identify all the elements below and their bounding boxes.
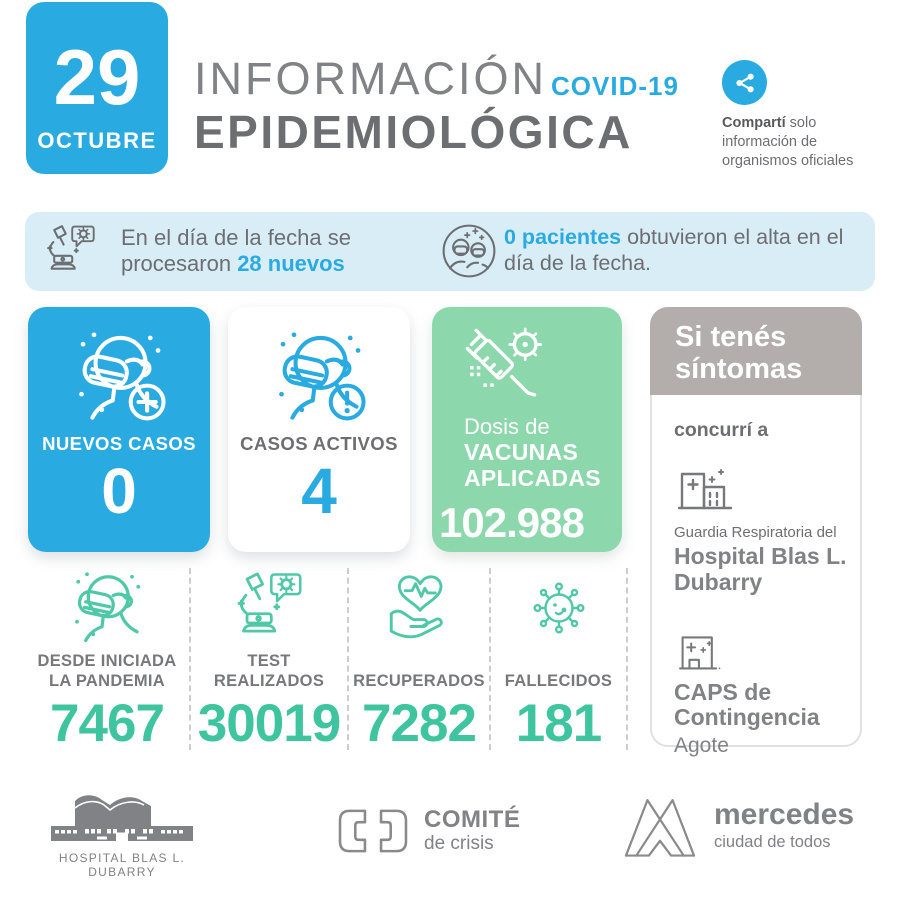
city-tagline: ciudad de todos: [714, 833, 831, 851]
total-recovered: RECUPERADOS 7282: [349, 568, 491, 750]
masked-person-alert-icon: [269, 327, 369, 427]
active-cases-card: CASOS ACTIVOS 4: [228, 307, 410, 552]
discharged-count: 0 pacientes: [504, 225, 622, 249]
processed-tests-text: En el día de la fecha se procesaron 28 n…: [121, 225, 383, 278]
crisis-committee-logo: COMITÉ de crisis: [336, 804, 520, 858]
place-1-name: Hospital Blas L. Dubarry: [674, 543, 847, 595]
share-note: Compartí solo información de organismos …: [722, 114, 884, 171]
total-tests: TEST REALIZADOS 30019: [191, 568, 349, 750]
new-cases-value: 0: [101, 455, 137, 527]
date-month: OCTUBRE: [37, 128, 157, 153]
deceased-label: FALLECIDOS: [504, 672, 613, 691]
city-name: mercedes: [714, 798, 855, 831]
total-deceased: FALLECIDOS 181: [491, 568, 628, 750]
comite-sub: de crisis: [424, 832, 494, 854]
discharged-patients-text: 0 pacientes obtuvieron el alta en el día…: [504, 225, 852, 277]
discharged-text-post: obtuvieron el alta en el día de la fecha…: [504, 225, 844, 275]
comite-name: COMITÉ: [424, 806, 521, 834]
processed-count: 28 nuevos: [237, 251, 345, 277]
title-epidemiologica: EPIDEMIOLÓGICA: [194, 106, 633, 158]
hospital-silhouette-icon: [46, 788, 198, 846]
pandemic-label-1: DESDE INICIADA: [37, 651, 177, 670]
masked-person-icon: [67, 568, 147, 648]
tests-label-2: REALIZADOS: [213, 672, 325, 691]
crisis-committee-mark-icon: [336, 804, 410, 858]
total-pandemic: DESDE INICIADA LA PANDEMIA 7467: [25, 568, 191, 750]
symptoms-title-2: síntomas: [675, 352, 803, 385]
date-badge: 29 OCTUBRE: [26, 2, 168, 174]
daily-summary-banner: En el día de la fecha se procesaron 28 n…: [25, 212, 875, 291]
symptoms-panel: Si tenés síntomas concurrí a Guardia Res…: [650, 307, 862, 757]
virus-icon: [527, 568, 591, 648]
clinic-building-icon: [674, 622, 729, 677]
mercedes-m-icon: [620, 792, 700, 860]
new-cases-card: NUEVOS CASOS 0: [28, 307, 210, 552]
new-cases-label: NUEVOS CASOS: [42, 433, 196, 454]
processed-text-pre: En el día de la fecha se procesaron: [121, 225, 351, 277]
share-note-bold: Compartí: [722, 115, 786, 131]
deceased-value: 181: [515, 694, 602, 753]
vaccines-label-bold-2: APLICADAS: [464, 465, 601, 492]
recovered-value: 7282: [362, 694, 477, 753]
cumulative-totals: DESDE INICIADA LA PANDEMIA 7467 TEST REA…: [25, 568, 628, 750]
microscope-virus-icon: [43, 224, 98, 279]
page-title: INFORMACIÓN COVID-19 EPIDEMIOLÓGICA: [194, 56, 679, 155]
tests-value: 30019: [197, 694, 341, 753]
hospital-building-icon: [674, 454, 738, 518]
syringe-virus-icon: [462, 327, 548, 413]
microscope-virus-icon: [232, 568, 306, 648]
recovered-label: RECUPERADOS: [353, 672, 485, 691]
date-day: 29: [53, 33, 141, 121]
vaccines-value: 102.988: [439, 498, 585, 546]
heart-in-hand-icon: [382, 568, 456, 648]
pandemic-value: 7467: [50, 694, 165, 753]
share-note-rest: solo información de organismos oficiales: [722, 115, 854, 170]
symptoms-lead: concurrí a: [674, 419, 769, 441]
place-2-name: CAPS de Contingencia: [674, 678, 820, 731]
vaccines-label-bold-1: VACUNAS: [464, 439, 579, 466]
symptoms-panel-header: Si tenés síntomas: [650, 307, 862, 395]
title-informacion: INFORMACIÓN: [194, 53, 547, 104]
place-1-intro: Guardia Respiratoria del: [674, 524, 837, 541]
hospital-caption: HOSPITAL BLAS L. DUBARRY: [58, 851, 186, 879]
place-2-locality: Agote: [674, 734, 729, 757]
masked-patients-icon: [440, 222, 498, 280]
vaccines-card: Dosis de VACUNAS APLICADAS 102.988: [432, 307, 622, 552]
masked-person-plus-icon: [69, 327, 169, 427]
tests-label-1: TEST: [247, 651, 291, 670]
symptoms-title-1: Si tenés: [675, 321, 787, 353]
share-icon: [722, 60, 767, 105]
covid-19-tag: COVID-19: [551, 71, 679, 101]
pandemic-label-2: LA PANDEMIA: [48, 672, 166, 691]
vaccines-label-light: Dosis de: [464, 414, 550, 439]
active-cases-value: 4: [301, 455, 337, 527]
active-cases-label: CASOS ACTIVOS: [240, 433, 398, 454]
mercedes-city-logo: mercedes ciudad de todos: [620, 792, 854, 860]
